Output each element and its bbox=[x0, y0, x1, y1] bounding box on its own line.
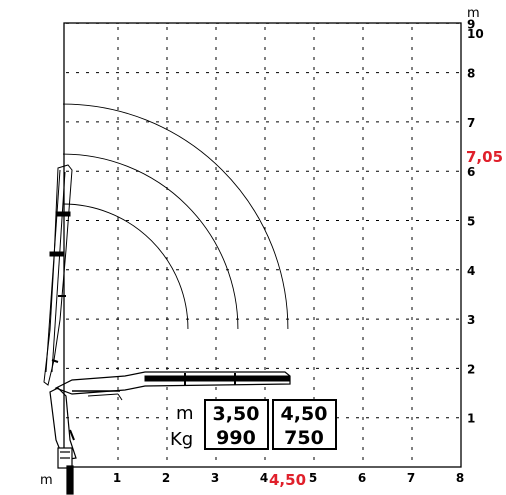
y-tick-label-4: 4 bbox=[467, 264, 475, 278]
plot-frame bbox=[63, 22, 462, 468]
crane-raised-boom bbox=[43, 164, 73, 386]
y-tick-label-2: 2 bbox=[467, 362, 475, 376]
x-axis-unit: m bbox=[40, 473, 53, 488]
capacity-table-background bbox=[168, 399, 336, 451]
capacity-cell-col2 bbox=[272, 399, 337, 450]
max-height-label: 7,05 bbox=[466, 148, 503, 166]
x-tick-label-7: 7 bbox=[407, 471, 415, 485]
y-tick-label-5: 5 bbox=[467, 215, 475, 229]
capacity-table: m Kg 3,50 990 4,50 750 bbox=[168, 399, 337, 451]
y-tick-label-9: 9 bbox=[467, 17, 475, 31]
capacity-cell-col1 bbox=[204, 399, 269, 450]
capacity-row-label-reach: m bbox=[176, 403, 194, 424]
x-tick-label-5: 5 bbox=[309, 471, 317, 485]
y-tick-label-3: 3 bbox=[467, 313, 475, 327]
y-tick-label-10: 10 bbox=[467, 27, 484, 41]
capacity-reach-col2: 4,50 bbox=[281, 403, 328, 425]
x-tick-label-6: 6 bbox=[358, 471, 366, 485]
capacity-load-col1: 990 bbox=[216, 427, 256, 449]
capacity-load-col2: 750 bbox=[284, 427, 324, 449]
y-tick-label-7: 7 bbox=[467, 116, 475, 130]
x-axis-ticks: 1 2 3 4 5 6 7 8 bbox=[113, 471, 464, 485]
x-tick-label-3: 3 bbox=[211, 471, 219, 485]
x-tick-label-4: 4 bbox=[260, 471, 268, 485]
y-axis-ticks: 1 2 3 4 5 6 7 8 910 bbox=[467, 17, 484, 425]
crane-extended-boom bbox=[54, 371, 291, 401]
range-arc-1 bbox=[62, 203, 189, 329]
capacity-reach-col1: 3,50 bbox=[213, 403, 260, 425]
range-arc-3 bbox=[62, 103, 289, 329]
y-tick-label-1: 1 bbox=[467, 412, 475, 426]
range-arc-2 bbox=[62, 153, 239, 329]
capacity-row-label-load: Kg bbox=[170, 429, 193, 450]
max-reach-label: 4,50 bbox=[269, 471, 306, 489]
y-tick-label-6: 6 bbox=[467, 165, 475, 179]
y-axis-unit: m bbox=[467, 6, 480, 21]
x-tick-label-1: 1 bbox=[113, 471, 121, 485]
range-arcs bbox=[62, 103, 289, 329]
crane-column bbox=[49, 387, 77, 495]
grid-lines bbox=[66, 22, 462, 465]
x-tick-label-2: 2 bbox=[162, 471, 170, 485]
x-tick-label-8: 8 bbox=[456, 471, 464, 485]
y-tick-label-8: 8 bbox=[467, 67, 475, 81]
